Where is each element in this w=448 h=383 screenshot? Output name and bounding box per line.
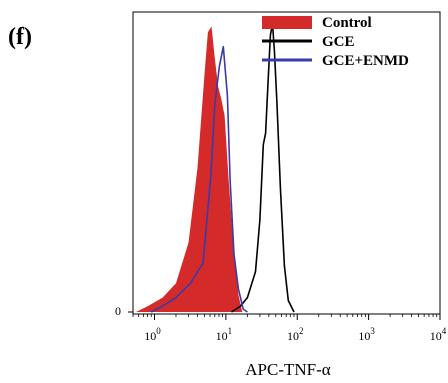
x-axis-label: APC-TNF-α [245,360,331,379]
plot-area: 100 101 102 103 104 0 Control GCE GCE+ENMD [115,11,447,343]
legend-label-gce: GCE [322,34,355,50]
y-tick-label: 0 [115,304,121,318]
series-gce-enmd-line [150,45,248,313]
x-tick-label: 104 [430,326,447,343]
panel-label: (f) [8,24,32,50]
x-tick-label: 103 [358,326,375,343]
series-control-area [136,26,243,313]
x-tick-label: 101 [216,326,233,343]
x-tick-label: 100 [144,326,161,343]
legend-swatch-control [262,16,312,29]
x-tick-label: 102 [287,326,304,343]
series-gce-line [231,22,295,313]
legend-label-control: Control [322,15,372,31]
legend-label-gce-enmd: GCE+ENMD [322,53,409,69]
